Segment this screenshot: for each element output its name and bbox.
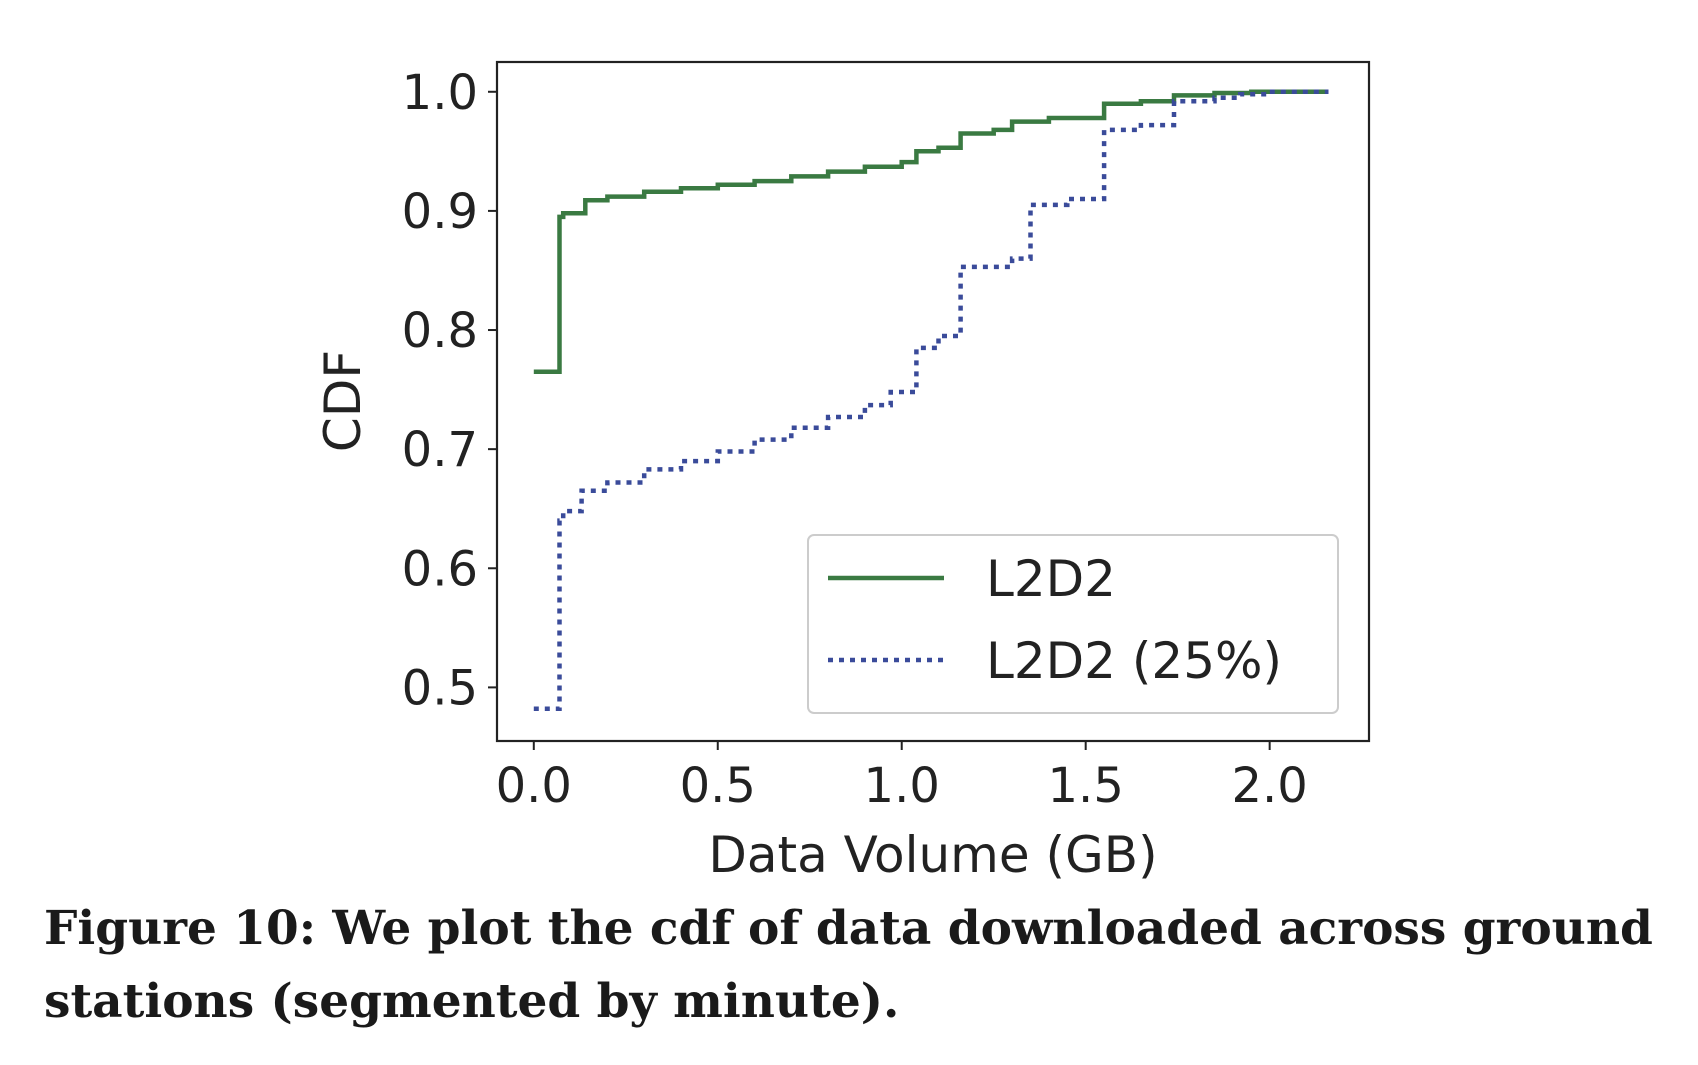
legend: L2D2 L2D2 (25%) <box>807 534 1339 714</box>
x-tick-label: 0.5 <box>680 758 756 814</box>
y-axis-ticks: 0.5 0.6 0.7 0.8 0.9 1.0 <box>402 65 497 716</box>
y-tick-label: 0.8 <box>402 303 478 359</box>
x-tick-label: 1.0 <box>864 758 940 814</box>
y-tick-label: 0.7 <box>402 422 478 478</box>
x-tick-label: 1.5 <box>1048 758 1124 814</box>
y-tick-label: 0.9 <box>402 184 478 240</box>
x-tick-label: 0.0 <box>496 758 572 814</box>
x-axis-label: Data Volume (GB) <box>708 826 1157 884</box>
series-layer <box>533 89 1329 712</box>
plot-frame <box>495 60 1371 743</box>
y-tick-label: 0.6 <box>402 541 478 597</box>
x-axis-ticks: 0.0 0.5 1.0 1.5 2.0 <box>496 741 1308 814</box>
cdf-chart: 0.5 0.6 0.7 0.8 0.9 1.0 0.0 0.5 1.0 1.5 2.0 Data … <box>314 60 1371 884</box>
figure-caption: Figure 10: We plot the cdf of data downl… <box>44 901 1653 1029</box>
y-tick-label: 0.5 <box>402 660 478 716</box>
legend-label-l2d2-25: L2D2 (25%) <box>986 632 1282 690</box>
x-tick-label: 2.0 <box>1231 758 1307 814</box>
y-tick-label: 1.0 <box>402 65 478 121</box>
legend-label-l2d2: L2D2 <box>986 550 1116 608</box>
series-line-l2d2-25 <box>533 89 1329 712</box>
series-line-l2d2 <box>533 89 1329 374</box>
y-axis-label: CDF <box>314 350 372 452</box>
